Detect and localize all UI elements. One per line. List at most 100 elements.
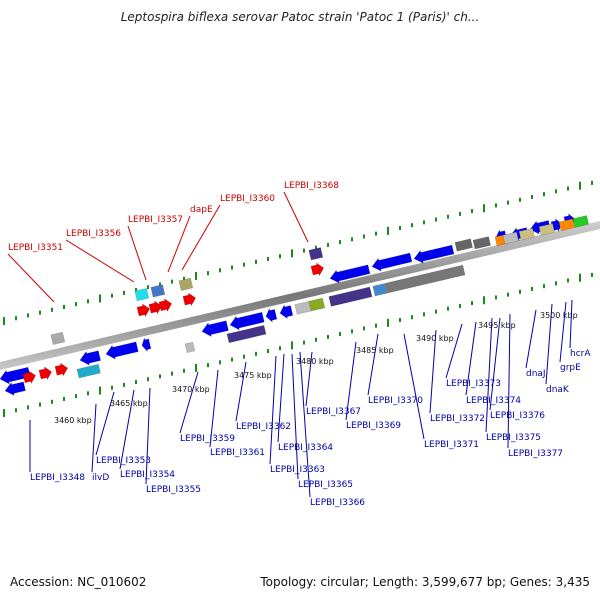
top-box-shape	[308, 247, 324, 261]
scale-label: 3495 kbp	[478, 321, 516, 330]
red-gene	[136, 303, 151, 318]
top-label: LEPBI_I3368	[284, 181, 339, 191]
reverse-gene-shape	[279, 304, 294, 320]
lower-tick	[375, 323, 377, 328]
reverse-gene	[265, 307, 278, 323]
bottom-label: LEPBI_I3355	[146, 485, 201, 495]
lower-tick	[159, 374, 161, 379]
feature-box	[538, 223, 555, 236]
red-gene-shape	[182, 292, 197, 307]
bottom-label-leader	[305, 351, 313, 407]
top-label-leader	[127, 225, 147, 281]
bottom-label-leader	[545, 303, 553, 385]
red-gene	[148, 300, 163, 315]
feature-box	[572, 215, 589, 228]
upper-tick	[63, 304, 65, 309]
upper-tick	[159, 282, 161, 287]
lower-tick	[243, 354, 245, 359]
red-gene	[54, 362, 69, 377]
reverse-gene	[308, 297, 326, 312]
reverse-gene-lower	[76, 363, 101, 379]
bottom-label-leader	[489, 317, 501, 411]
bottom-label: LEPBI_I3359	[180, 434, 235, 444]
lower-tick	[15, 408, 17, 413]
reverse-gene-shape	[265, 307, 278, 323]
scale-label: 3470 kbp	[172, 385, 210, 394]
lower-tick	[447, 306, 449, 311]
lower-tick	[399, 318, 401, 322]
bottom-label: LEPBI_I3372	[430, 414, 485, 424]
lower-tick	[531, 286, 533, 291]
bottom-label: LEPBI_I3348	[30, 473, 85, 483]
forward-gene-shape	[454, 238, 473, 252]
red-gene-shape	[158, 298, 173, 313]
reverse-gene-shape	[294, 301, 312, 315]
scale-label: 3500 kbp	[540, 311, 578, 320]
lower-tick	[231, 357, 233, 362]
forward-gene-shape	[329, 264, 371, 284]
upper-tick	[99, 294, 101, 303]
upper-tick	[51, 307, 53, 312]
lower-tick	[579, 273, 581, 282]
bottom-label-leader	[269, 355, 277, 465]
reverse-gene-shape	[328, 286, 373, 307]
lower-tick	[471, 301, 473, 306]
lower-tick	[39, 402, 41, 407]
top-box	[50, 331, 66, 345]
upper-tick	[399, 226, 401, 230]
upper-tick	[255, 259, 257, 264]
bottom-label: LEPBI_I3364	[278, 443, 333, 453]
reverse-gene-shape	[372, 283, 388, 297]
reverse-gene-lower-shape	[226, 325, 267, 344]
upper-tick	[219, 268, 221, 273]
lower-tick	[27, 405, 29, 410]
bottom-label-leader	[367, 333, 379, 396]
forward-gene	[472, 236, 491, 250]
bottom-label: LEPBI_I3365	[298, 480, 353, 490]
forward-gene	[371, 252, 413, 272]
bottom-label: ilvD	[92, 473, 109, 483]
top-label-leader	[65, 239, 135, 283]
bottom-label: LEPBI_I3369	[346, 421, 401, 431]
upper-tick	[207, 271, 209, 276]
lower-tick	[123, 382, 125, 387]
upper-tick	[459, 211, 461, 216]
upper-tick	[435, 217, 437, 222]
lower-tick	[195, 363, 197, 372]
red-gene	[310, 262, 325, 277]
red-gene	[22, 370, 37, 384]
upper-tick	[87, 299, 89, 304]
feature-box-shape	[558, 218, 575, 232]
upper-tick	[327, 242, 329, 247]
lower-tick	[435, 309, 437, 314]
lower-tick	[315, 337, 317, 342]
reverse-gene	[384, 264, 466, 294]
reverse-gene-shape	[105, 341, 139, 360]
upper-tick	[351, 237, 353, 242]
upper-tick	[291, 249, 293, 258]
upper-tick	[171, 279, 173, 284]
forward-gene-shape	[472, 236, 491, 250]
forward-gene	[454, 238, 473, 252]
lower-tick	[459, 303, 461, 308]
top-label-leader	[7, 253, 55, 303]
reverse-gene-lower-shape	[4, 381, 26, 396]
bottom-label-leader	[569, 299, 573, 349]
upper-tick	[183, 276, 185, 281]
upper-tick	[267, 257, 269, 262]
bottom-label-leader	[291, 353, 299, 480]
red-gene-shape	[22, 370, 37, 384]
bottom-label: hcrA	[570, 349, 591, 359]
reverse-gene-lower-shape	[184, 341, 196, 353]
lower-tick	[519, 289, 521, 294]
lower-tick	[63, 396, 65, 401]
bottom-label: dnaK	[546, 385, 570, 395]
bottom-label: LEPBI_I3373	[446, 379, 501, 389]
scale-label: 3465 kbp	[110, 399, 148, 408]
upper-tick	[303, 248, 305, 253]
upper-tick	[39, 310, 41, 315]
reverse-gene-lower-shape	[76, 363, 101, 379]
bottom-label-leader	[119, 389, 135, 470]
upper-tick	[195, 271, 197, 280]
feature-box	[558, 218, 575, 232]
